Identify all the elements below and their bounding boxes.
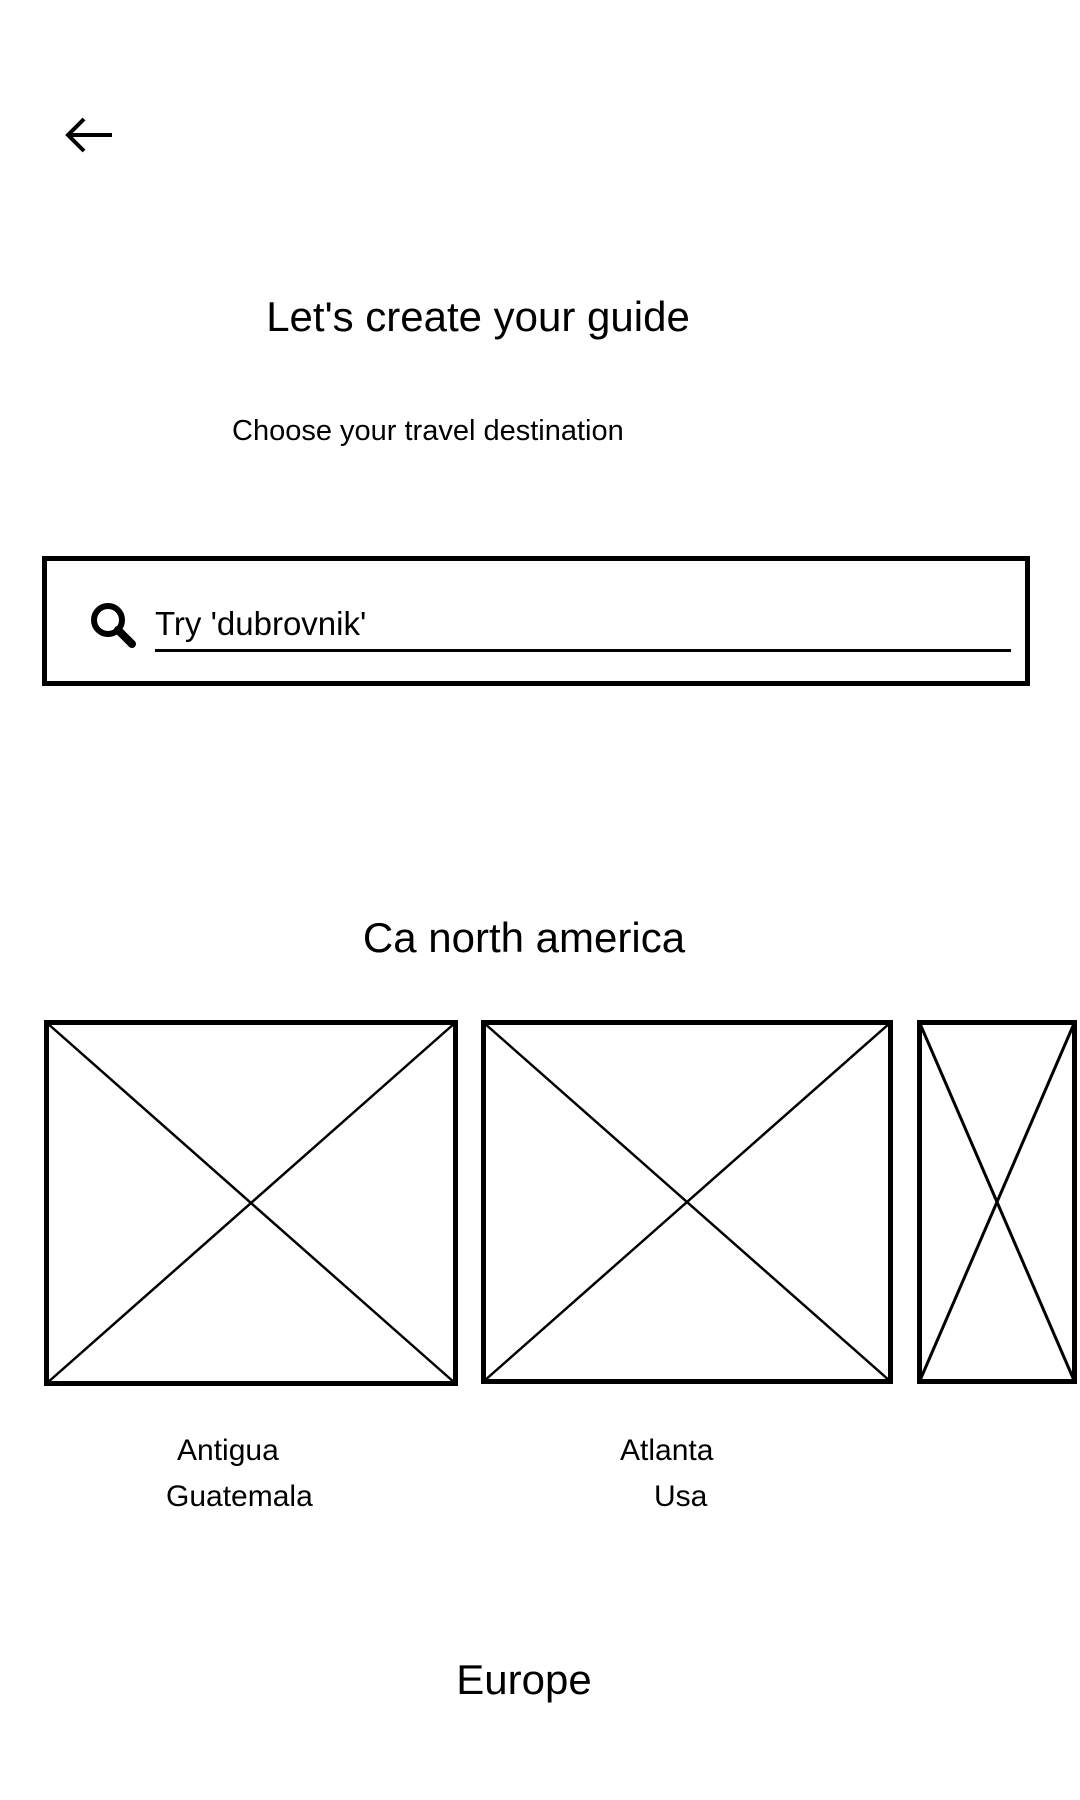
- destination-name: Antigua: [177, 1434, 279, 1467]
- section-title-north-america: Ca north america: [362, 914, 686, 961]
- back-button[interactable]: [60, 110, 120, 160]
- destination-image-placeholder: [44, 1020, 458, 1386]
- page-subtitle: Choose your travel destination: [232, 415, 624, 447]
- search-icon: [91, 603, 136, 648]
- destination-image-placeholder: [481, 1020, 893, 1384]
- section-title-europe: Europe: [456, 1656, 592, 1703]
- destination-country: Guatemala: [166, 1480, 313, 1513]
- destination-card-atlanta[interactable]: Atlanta Usa: [481, 1020, 893, 1513]
- destination-country: Usa: [654, 1480, 708, 1513]
- arrow-left-icon: [65, 117, 112, 153]
- destination-card-partial[interactable]: [917, 1020, 1077, 1386]
- destination-name: Atlanta: [620, 1434, 714, 1467]
- search-input[interactable]: [155, 599, 1011, 652]
- page-title: Let's create your guide: [266, 293, 690, 340]
- destination-image-placeholder: [917, 1020, 1077, 1384]
- search-box: [42, 556, 1030, 686]
- destination-card-antigua[interactable]: Antigua Guatemala: [44, 1020, 458, 1513]
